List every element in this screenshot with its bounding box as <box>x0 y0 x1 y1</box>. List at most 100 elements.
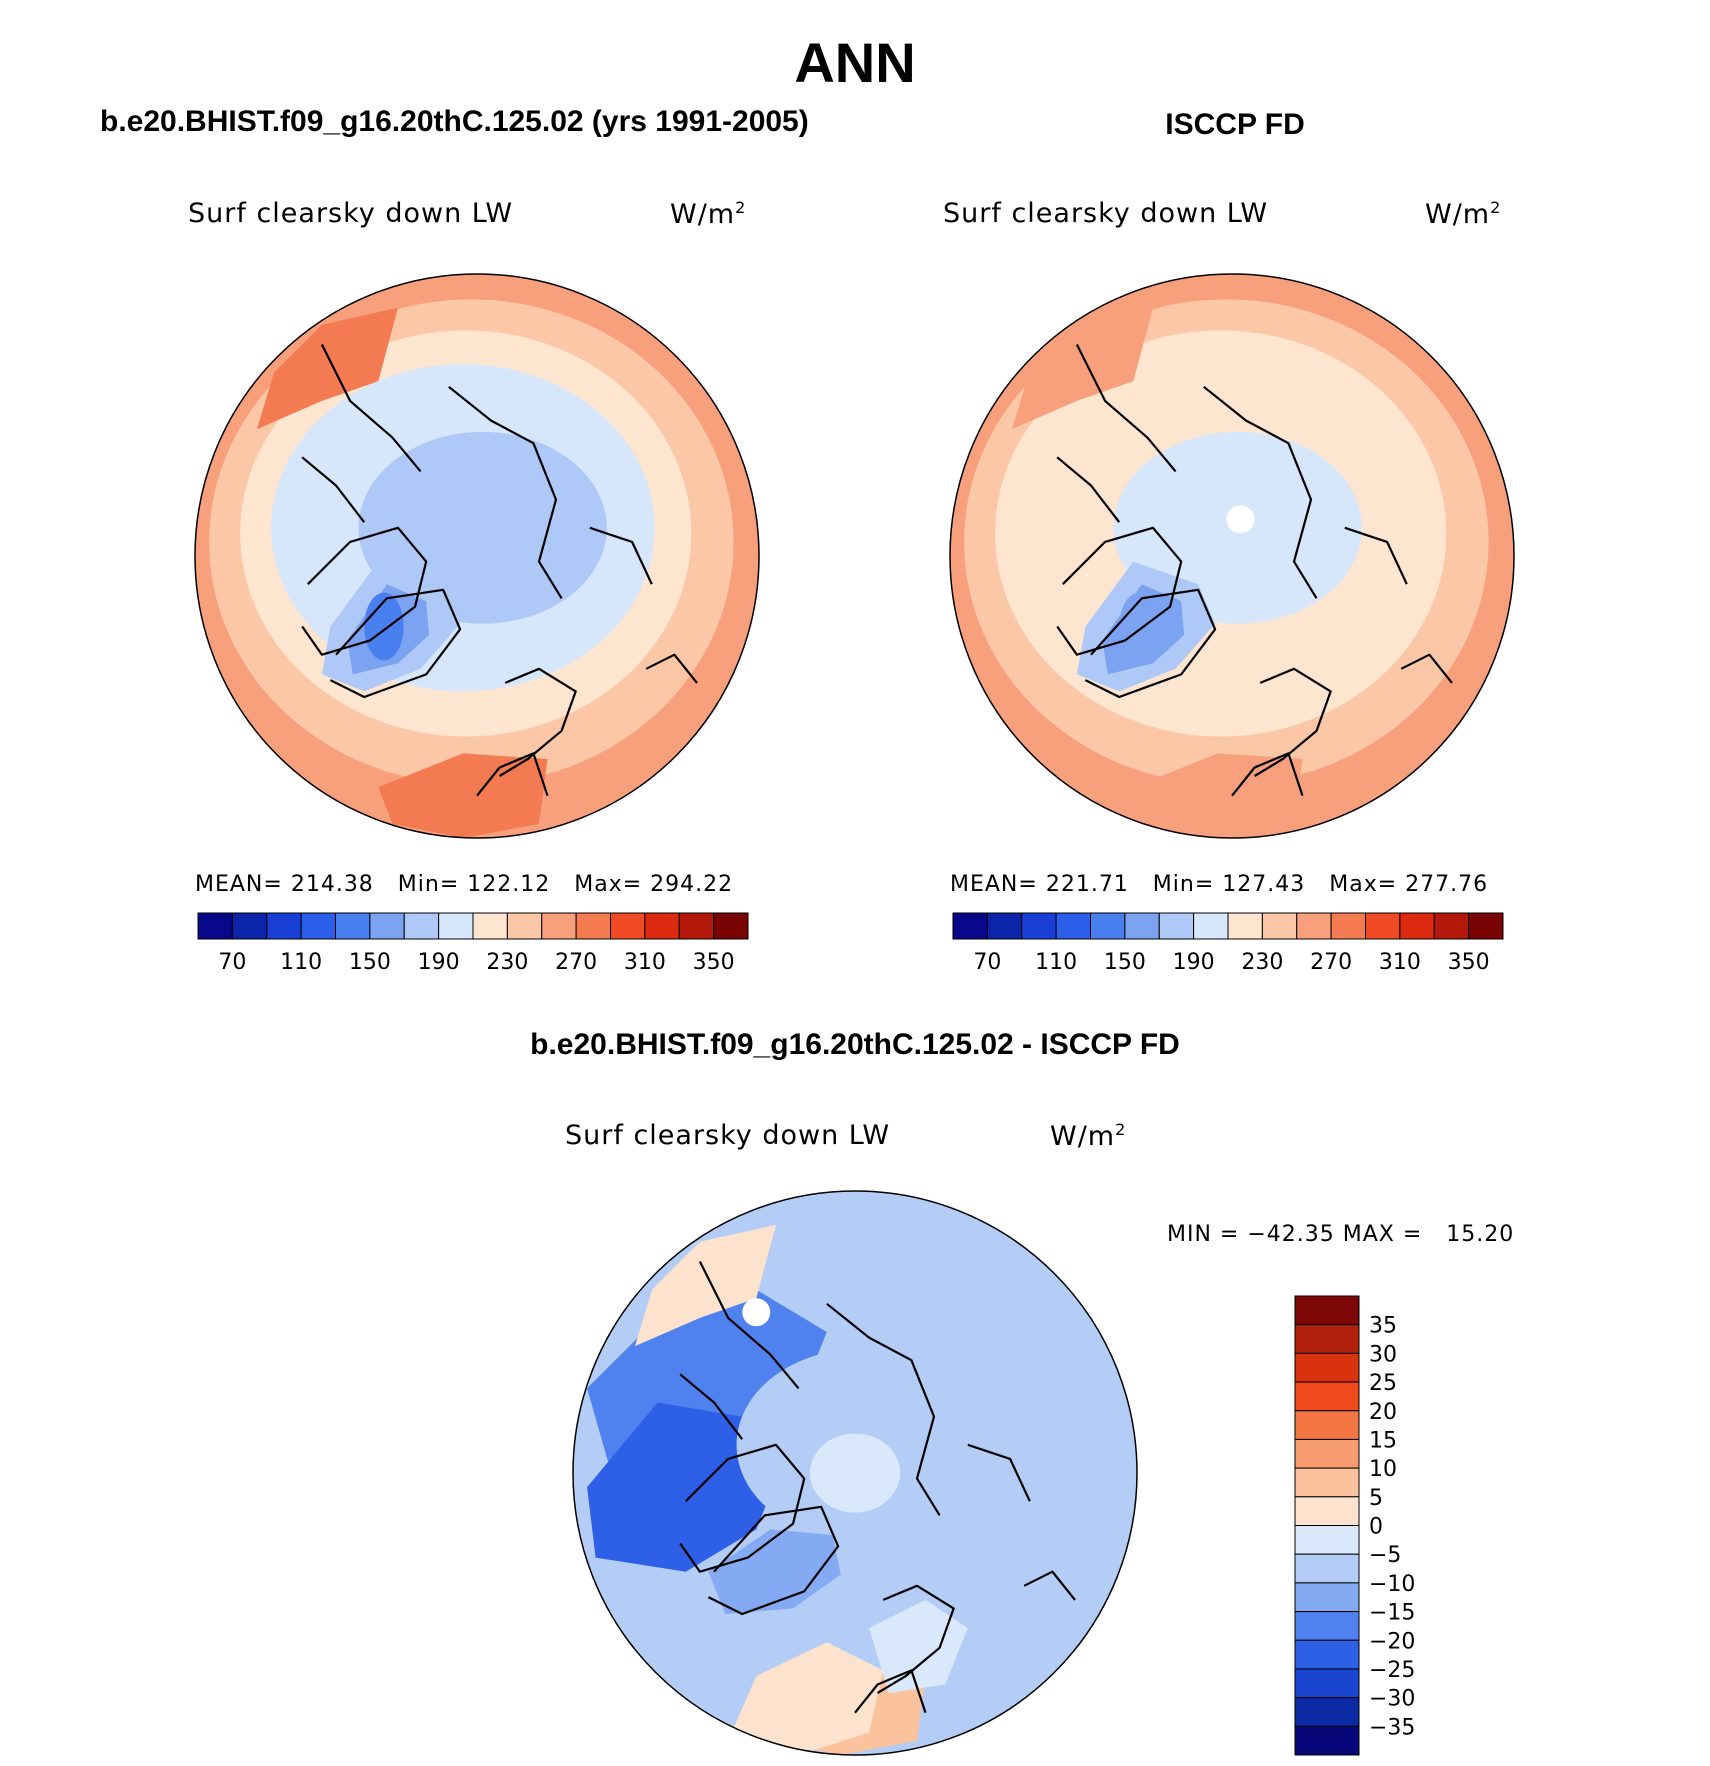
coastline <box>877 1584 955 1694</box>
figure-title: ANN <box>794 31 916 94</box>
colorbar-tick-label: 110 <box>280 950 322 975</box>
colorbar-box <box>197 912 233 940</box>
colorbar-tick-label: 110 <box>1035 950 1077 975</box>
model-stats: MEAN= 214.38 Min= 122.12 Max= 294.22 <box>195 872 734 897</box>
colorbar-box <box>1399 912 1435 940</box>
obs-variable-label: Surf clearsky down LW <box>943 198 1269 229</box>
coastline <box>698 1261 800 1390</box>
coastline <box>1344 526 1408 585</box>
difference-map-border <box>572 1190 1138 1756</box>
colorbar-tick-label: −20 <box>1369 1629 1415 1654</box>
colorbar-tick-label: 5 <box>1369 1486 1383 1511</box>
colorbar-tick-label: 15 <box>1369 1428 1397 1453</box>
colorbar-box <box>1055 912 1091 940</box>
colorbar-box <box>1294 1352 1360 1383</box>
colorbar-box <box>952 912 988 940</box>
colorbar-box <box>1365 912 1401 940</box>
colorbar-box <box>1124 912 1160 940</box>
region-north-atlantic <box>1133 753 1303 838</box>
coastline <box>826 1302 941 1516</box>
coastline <box>1400 653 1453 684</box>
colorbar-box <box>1294 1668 1360 1699</box>
colorbar-box <box>1294 1525 1360 1555</box>
difference-map <box>573 1191 1137 1755</box>
colorbar-box <box>1294 1324 1360 1354</box>
colorbar-box <box>1294 1410 1360 1440</box>
model-colorbar: 70 110 150 190 230 270 310 350 <box>197 912 749 975</box>
colorbar-box <box>506 912 543 940</box>
obs-stats: MEAN= 221.71 Min= 127.43 Max= 277.76 <box>950 872 1489 897</box>
colorbar-box <box>1294 1582 1360 1613</box>
region-arctic-ocean <box>358 431 607 624</box>
region-pole <box>809 1433 901 1513</box>
coastline <box>1203 385 1318 599</box>
colorbar-tick-label: −15 <box>1369 1601 1415 1626</box>
colorbar-tick-label: 30 <box>1369 1342 1397 1367</box>
colorbar-tick-label: 310 <box>624 950 666 975</box>
coastline <box>589 526 653 585</box>
colorbar-box <box>369 912 405 940</box>
colorbar-box <box>1294 1725 1360 1756</box>
colorbar-tick-label: 70 <box>218 950 246 975</box>
colorbar-tick-label: −10 <box>1369 1572 1415 1597</box>
colorbar-box <box>266 912 302 940</box>
coastline <box>1254 667 1332 777</box>
colorbar-tick-label: 270 <box>1310 950 1352 975</box>
colorbar-box <box>575 912 611 940</box>
colorbar-box <box>1433 912 1470 940</box>
colorbar-tick-label: 310 <box>1379 950 1421 975</box>
colorbar-tick-label: −35 <box>1369 1715 1415 1740</box>
colorbar-box <box>678 912 715 940</box>
coastline <box>320 344 422 473</box>
colorbar-box <box>1294 1381 1360 1412</box>
colorbar-box <box>1294 1496 1360 1526</box>
colorbar-tick-label: 10 <box>1369 1457 1397 1482</box>
colorbar-box <box>713 912 749 940</box>
region-north-pacific <box>1012 307 1153 430</box>
coastline <box>476 752 549 797</box>
diff-variable-label: Surf clearsky down LW <box>565 1120 891 1151</box>
colorbar-box <box>986 912 1023 940</box>
colorbar-box <box>1294 1438 1360 1469</box>
region-north-atlantic <box>378 753 548 838</box>
colorbar-box <box>1294 1553 1360 1584</box>
colorbar-tick-label: 350 <box>1448 950 1490 975</box>
colorbar-tick-label: 20 <box>1369 1400 1397 1425</box>
colorbar-tick-label: 25 <box>1369 1371 1397 1396</box>
colorbar-box <box>1294 1639 1360 1670</box>
coastline <box>499 667 577 777</box>
region-greenland <box>708 1529 841 1614</box>
colorbar-box <box>1294 1697 1360 1727</box>
colorbar-box <box>610 912 646 940</box>
obs-case-title: ISCCP FD <box>1165 108 1305 141</box>
obs-units-label: W/m2 <box>1425 198 1502 230</box>
colorbar-box <box>231 912 268 940</box>
colorbar-tick-label: 350 <box>693 950 735 975</box>
coastline <box>1075 344 1177 473</box>
coastline <box>679 1443 806 1573</box>
colorbar-tick-label: 35 <box>1369 1314 1397 1339</box>
colorbar-box <box>1021 912 1057 940</box>
colorbar-tick-label: 230 <box>1241 950 1283 975</box>
colorbar-box <box>1296 912 1332 940</box>
coastline <box>967 1443 1031 1502</box>
colorbar-box <box>1294 1611 1360 1641</box>
coastline <box>645 653 698 684</box>
coastline <box>1231 752 1304 797</box>
obs-colorbar: 70 110 150 190 230 270 310 350 <box>952 912 1504 975</box>
coastline <box>707 1505 840 1616</box>
colorbar-tick-label: −5 <box>1369 1543 1401 1568</box>
difference-title: b.e20.BHIST.f09_g16.20thC.125.02 - ISCCP… <box>530 1028 1180 1061</box>
colorbar-tick-label: 270 <box>555 950 597 975</box>
region-greenland-summit <box>364 592 404 661</box>
colorbar-box <box>438 912 474 940</box>
colorbar-box <box>1294 1295 1360 1326</box>
region-greenland-summit <box>1119 592 1159 661</box>
diff-stats: MIN = −42.35 MAX = 15.20 <box>1167 1222 1515 1247</box>
coastline <box>1056 456 1121 523</box>
coastline <box>1023 1570 1076 1601</box>
coastline <box>301 526 428 656</box>
colorbar-box <box>1090 912 1126 940</box>
region-scandinavia <box>869 1599 968 1693</box>
